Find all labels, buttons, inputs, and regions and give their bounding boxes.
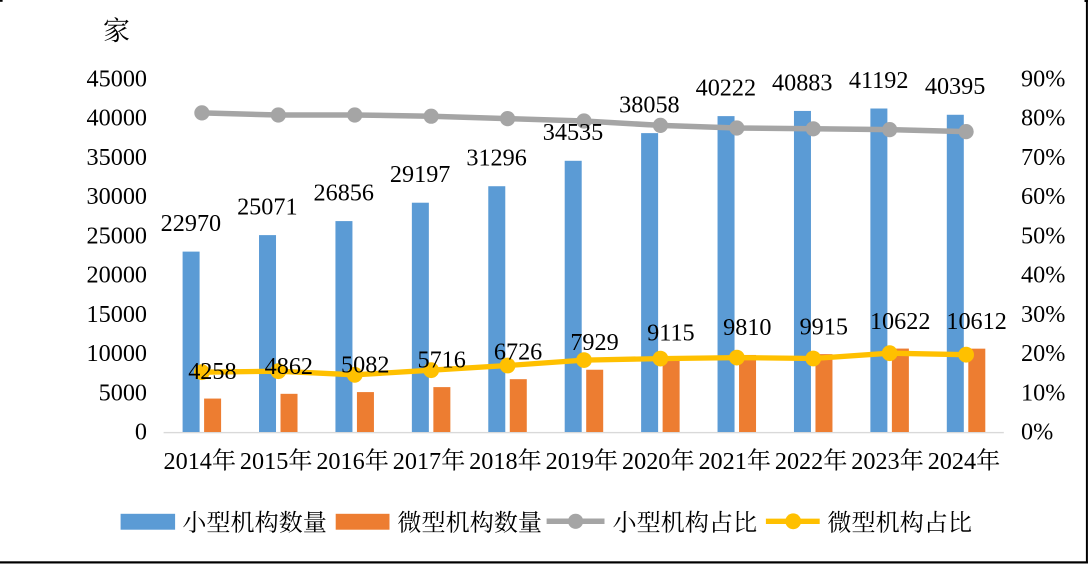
- svg-text:2021: 2021: [698, 448, 746, 475]
- svg-text:2018: 2018: [469, 448, 517, 475]
- svg-text:5716: 5716: [417, 346, 465, 373]
- svg-text:40395: 40395: [925, 73, 985, 100]
- svg-text:2023: 2023: [851, 448, 899, 475]
- svg-text:90%: 90%: [1021, 65, 1065, 92]
- svg-text:50%: 50%: [1021, 222, 1065, 249]
- svg-text:10%: 10%: [1021, 379, 1065, 406]
- svg-text:31296: 31296: [466, 145, 526, 172]
- svg-text:6726: 6726: [494, 338, 542, 365]
- svg-text:5000: 5000: [99, 379, 147, 406]
- svg-text:9115: 9115: [647, 320, 694, 347]
- svg-text:30%: 30%: [1021, 301, 1065, 328]
- svg-text:25071: 25071: [237, 193, 297, 220]
- svg-text:2017: 2017: [393, 448, 441, 475]
- svg-text:9810: 9810: [723, 314, 771, 341]
- svg-text:41192: 41192: [849, 67, 909, 94]
- svg-text:20000: 20000: [87, 262, 147, 289]
- svg-text:34535: 34535: [543, 119, 603, 146]
- svg-text:38058: 38058: [619, 91, 679, 118]
- svg-text:22970: 22970: [161, 210, 221, 237]
- svg-text:40%: 40%: [1021, 262, 1065, 289]
- svg-text:40883: 40883: [772, 69, 832, 96]
- svg-text:0%: 0%: [1021, 419, 1053, 446]
- svg-text:80%: 80%: [1021, 105, 1065, 132]
- svg-text:2022: 2022: [775, 448, 823, 475]
- svg-text:2020: 2020: [622, 448, 670, 475]
- svg-text:2016: 2016: [316, 448, 364, 475]
- svg-text:2019: 2019: [546, 448, 594, 475]
- svg-text:15000: 15000: [87, 301, 147, 328]
- svg-text:30000: 30000: [87, 183, 147, 210]
- svg-text:4258: 4258: [188, 358, 236, 385]
- svg-text:40222: 40222: [696, 74, 756, 101]
- svg-text:4862: 4862: [265, 353, 313, 380]
- svg-text:70%: 70%: [1021, 144, 1065, 171]
- svg-text:0: 0: [135, 419, 147, 446]
- svg-text:60%: 60%: [1021, 183, 1065, 210]
- svg-text:25000: 25000: [87, 222, 147, 249]
- svg-text:45000: 45000: [87, 65, 147, 92]
- svg-text:2015: 2015: [240, 448, 288, 475]
- svg-text:26856: 26856: [314, 179, 374, 206]
- svg-text:5082: 5082: [341, 351, 389, 378]
- svg-text:7929: 7929: [570, 329, 618, 356]
- svg-text:20%: 20%: [1021, 340, 1065, 367]
- svg-text:35000: 35000: [87, 144, 147, 171]
- svg-text:29197: 29197: [390, 161, 450, 188]
- svg-text:10612: 10612: [946, 308, 1006, 335]
- svg-text:9915: 9915: [800, 313, 848, 340]
- svg-text:2024: 2024: [928, 448, 976, 475]
- svg-text:10622: 10622: [870, 308, 930, 335]
- svg-text:10000: 10000: [87, 340, 147, 367]
- svg-text:40000: 40000: [87, 105, 147, 132]
- svg-text:2014: 2014: [164, 448, 212, 475]
